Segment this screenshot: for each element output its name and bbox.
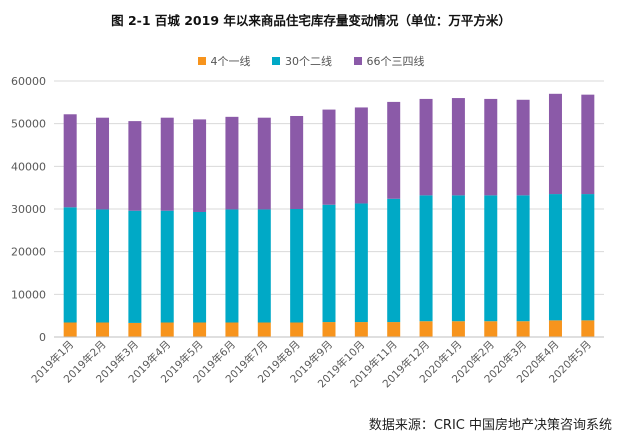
y-tick-label: 50000: [11, 118, 46, 131]
bar-segment: [290, 322, 304, 337]
legend-swatch-tier2: [272, 57, 280, 65]
bar-segment: [548, 320, 562, 337]
bar-segment: [290, 115, 304, 209]
bar-segment: [63, 114, 77, 208]
bar-segment: [581, 94, 595, 195]
bar-segment: [387, 322, 401, 337]
bar-segment: [354, 107, 368, 204]
bar-segment: [96, 209, 110, 323]
y-tick-label: 30000: [11, 203, 46, 216]
bar-segment: [484, 195, 498, 322]
bar-segment: [225, 322, 239, 337]
bar-segment: [160, 117, 174, 211]
bar-segment: [387, 198, 401, 323]
bar-segment: [516, 321, 530, 337]
bar-segment: [96, 117, 110, 210]
bar-segment: [419, 195, 433, 322]
y-tick-label: 40000: [11, 160, 46, 173]
y-tick-label: 20000: [11, 246, 46, 259]
bar-segment: [257, 209, 271, 323]
bar-segment: [581, 194, 595, 321]
legend-label-tier3: 66个三四线: [366, 55, 425, 68]
bar-segment: [354, 203, 368, 323]
legend-label-tier2: 30个二线: [285, 55, 332, 68]
bar-segment: [63, 207, 77, 323]
bar-segment: [290, 209, 304, 323]
bar-segment: [128, 121, 142, 211]
y-tick-label: 0: [39, 331, 46, 344]
bar-segment: [548, 194, 562, 321]
bar-segment: [484, 98, 498, 196]
bar-segment: [193, 322, 207, 337]
bar-segment: [225, 116, 239, 210]
bar-segment: [451, 195, 465, 322]
bar-segment: [387, 101, 401, 199]
bar-segment: [322, 109, 336, 205]
bar-segment: [193, 119, 207, 212]
y-tick-label: 60000: [11, 75, 46, 88]
legend-item-tier3: 66个三四线: [353, 53, 425, 69]
bar-segment: [225, 209, 239, 323]
legend-item-tier1: 4个一线: [197, 53, 251, 69]
bar-segment: [128, 210, 142, 323]
y-tick-label: 10000: [11, 288, 46, 301]
bar-segment: [516, 99, 530, 196]
bar-segment: [193, 211, 207, 323]
bar-segment: [484, 321, 498, 337]
bar-segment: [322, 204, 336, 323]
legend-swatch-tier3: [353, 57, 362, 65]
bar-segment: [160, 322, 174, 337]
bar-segment: [451, 98, 465, 196]
bar-segment: [128, 322, 142, 337]
bar-segment: [257, 117, 271, 210]
legend: 4个一线 30个二线 66个三四线: [0, 53, 622, 69]
bar-segment: [354, 322, 368, 337]
bar-segment: [160, 210, 174, 323]
bar-segment: [419, 321, 433, 337]
bar-segment: [581, 320, 595, 337]
legend-item-tier2: 30个二线: [272, 53, 332, 69]
legend-label-tier1: 4个一线: [210, 55, 251, 68]
bar-segment: [96, 322, 110, 337]
bar-segment: [63, 322, 77, 337]
chart-title: 图 2-1 百城 2019 年以来商品住宅库存量变动情况（单位：万平方米）: [111, 13, 511, 28]
bar-segment: [516, 195, 530, 322]
data-source: 数据来源：CRIC 中国房地产决策咨询系统: [368, 418, 612, 433]
bar-segment: [548, 93, 562, 195]
bar-segment: [451, 321, 465, 337]
bar-segment: [257, 322, 271, 337]
bar-segment: [419, 98, 433, 196]
legend-swatch-tier1: [197, 57, 206, 65]
bar-segment: [322, 322, 336, 337]
